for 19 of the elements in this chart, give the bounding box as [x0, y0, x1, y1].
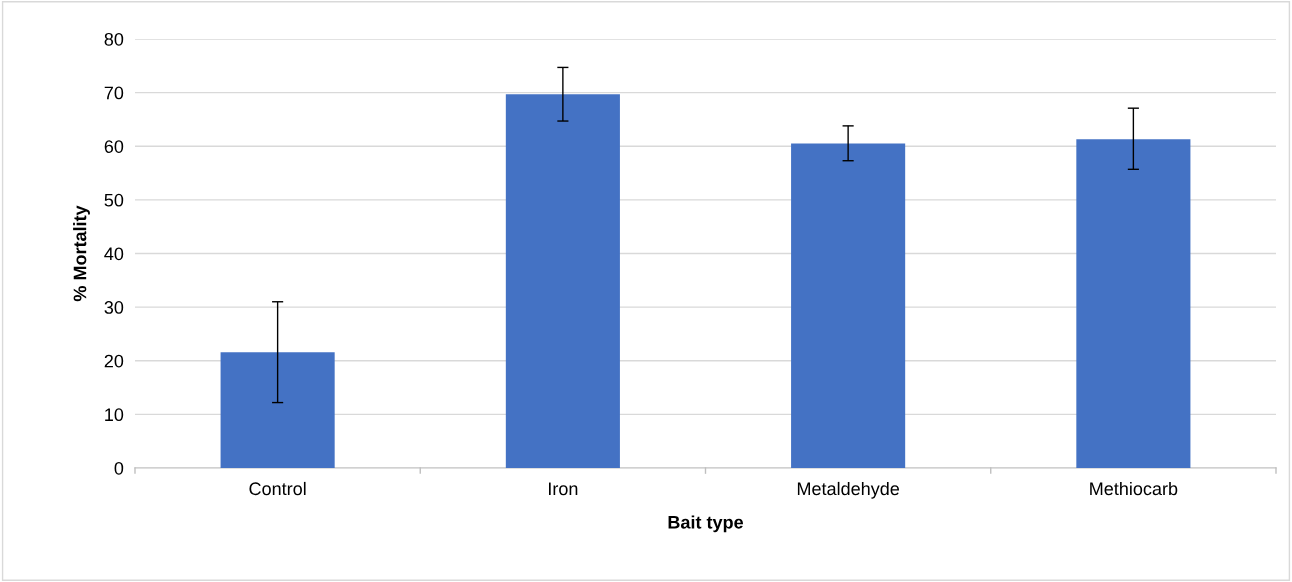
x-tick-label: Control [249, 481, 306, 496]
y-tick-label: 10 [105, 408, 124, 422]
x-tick-label: Metaldehyde [797, 481, 900, 499]
bar [1076, 139, 1191, 468]
y-tick-label: 0 [114, 461, 124, 475]
x-tick-label: Methiocarb [1090, 481, 1178, 496]
bar [220, 352, 335, 468]
y-tick-label: 60 [104, 140, 124, 153]
x-tick-label: Iron [548, 482, 578, 496]
y-tick-label: 80 [104, 32, 124, 46]
y-axis-title: % Mortality [73, 205, 90, 302]
bar [505, 94, 620, 468]
bar [791, 143, 906, 468]
y-tick-label: 50 [104, 193, 124, 207]
y-tick-label: 30 [104, 301, 124, 314]
x-axis-title: Bait type [668, 515, 744, 533]
y-tick-label: 40 [104, 247, 124, 261]
y-tick-label: 20 [104, 354, 124, 368]
y-tick-label: 70 [104, 86, 124, 100]
